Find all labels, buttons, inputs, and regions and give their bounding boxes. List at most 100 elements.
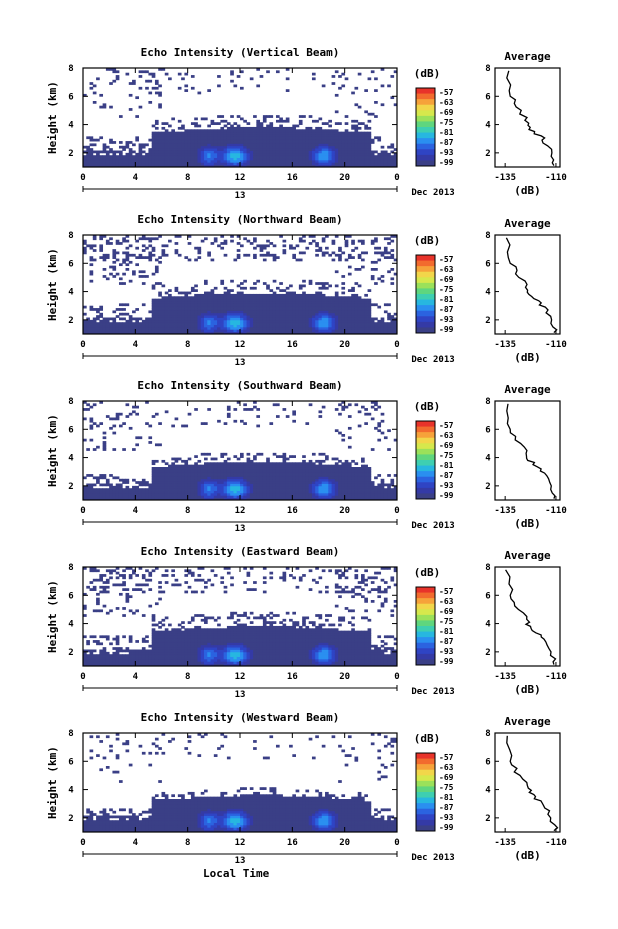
heatmap-cell (387, 322, 391, 325)
heatmap-cell (233, 159, 238, 163)
colorbar-label: -81 (439, 128, 454, 137)
heatmap-cell (99, 164, 104, 168)
heatmap-cell (148, 324, 153, 328)
heatmap-cell (311, 136, 316, 140)
heatmap-cell (321, 301, 326, 304)
heatmap-cell (259, 331, 264, 335)
heatmap-cell (181, 497, 185, 501)
heatmap-cell (357, 150, 362, 154)
heatmap-cell (128, 329, 133, 333)
heatmap-cell (272, 467, 277, 470)
heatmap-cell (207, 308, 211, 311)
heatmap-cell (236, 483, 241, 487)
heatmap-cell (253, 162, 257, 166)
heatmap-cell (164, 467, 169, 470)
heatmap-cell (380, 412, 385, 416)
heatmap-cell (207, 129, 211, 133)
heatmap-cell (272, 256, 277, 259)
heatmap-cell (249, 286, 254, 290)
heatmap-cell (341, 312, 346, 316)
heatmap-cell (217, 474, 221, 477)
heatmap-cell (145, 422, 149, 425)
heatmap-cell (122, 157, 126, 161)
heatmap-cell (230, 162, 234, 166)
heatmap-cell (357, 138, 362, 142)
heatmap-cell (194, 136, 198, 140)
heatmap-cell (145, 152, 149, 156)
heatmap-cell (102, 159, 107, 163)
heatmap-cell (321, 305, 326, 309)
colorbar-swatch (416, 432, 435, 439)
heatmap-cell (158, 469, 162, 473)
heatmap-cell (344, 164, 349, 168)
heatmap-cell (262, 293, 267, 297)
heatmap-cell (272, 464, 277, 468)
heatmap-cell (328, 124, 332, 128)
heatmap-cell (161, 317, 166, 321)
heatmap-cell (135, 263, 139, 267)
heatmap-cell (370, 239, 375, 243)
heatmap-cell (311, 495, 316, 499)
heatmap-cell (112, 310, 117, 314)
heatmap-cell (318, 476, 323, 480)
heatmap-cell (331, 141, 336, 144)
heatmap-cell (328, 329, 332, 333)
heatmap-cell (246, 467, 251, 470)
heatmap-cell (298, 239, 303, 243)
heatmap-cell (370, 260, 375, 264)
heatmap-cell (164, 324, 169, 328)
heatmap-cell (210, 478, 215, 482)
heatmap-cell (364, 412, 368, 416)
heatmap-cell (194, 143, 198, 147)
heatmap-cell (145, 162, 149, 166)
heatmap-cell (217, 331, 221, 335)
heatmap-cell (262, 308, 267, 311)
heatmap-cell (295, 488, 300, 491)
heatmap-cell (161, 148, 166, 151)
heatmap-cell (262, 478, 267, 482)
heatmap-cell (161, 485, 166, 489)
heatmap-cell (367, 150, 372, 154)
heatmap-cell (181, 317, 185, 321)
heatmap-cell (145, 86, 149, 90)
heatmap-cell (374, 326, 378, 330)
heatmap-cell (161, 303, 166, 307)
heatmap-cell (204, 312, 208, 316)
heatmap-cell (318, 298, 323, 302)
heatmap-cell (266, 324, 270, 328)
heatmap-cell (194, 310, 198, 314)
heatmap-cell (236, 145, 241, 149)
heatmap-cell (249, 495, 254, 499)
heatmap-cell (325, 485, 329, 489)
heatmap-cell (99, 476, 104, 480)
heatmap-cell (213, 464, 218, 468)
heatmap-cell (190, 152, 195, 156)
heatmap-cell (321, 469, 326, 473)
heatmap-cell (204, 155, 208, 158)
heatmap-cell (377, 246, 382, 250)
heatmap-cell (262, 317, 267, 321)
heatmap-cell (298, 483, 303, 487)
heatmap-cell (115, 251, 120, 255)
heatmap-cell (262, 126, 267, 130)
heatmap-cell (190, 159, 195, 163)
heatmap-cell (168, 322, 172, 325)
heatmap-cell (138, 75, 143, 78)
heatmap-cell (187, 319, 192, 323)
heatmap-cell (367, 495, 372, 499)
heatmap-cell (243, 308, 247, 311)
heatmap-cell (351, 124, 355, 128)
heatmap-cell (230, 474, 234, 477)
heatmap-cell (341, 138, 346, 142)
heatmap-cell (204, 136, 208, 140)
heatmap-cell (184, 495, 189, 499)
heatmap-cell (190, 86, 195, 90)
heatmap-cell (334, 134, 339, 137)
colorbar-swatch (416, 277, 435, 284)
heatmap-cell (86, 155, 90, 158)
heatmap-cell (351, 308, 355, 311)
heatmap-cell (311, 157, 316, 161)
heatmap-cell (174, 457, 179, 461)
xtick-label: 20 (339, 173, 350, 183)
heatmap-cell (161, 145, 166, 149)
